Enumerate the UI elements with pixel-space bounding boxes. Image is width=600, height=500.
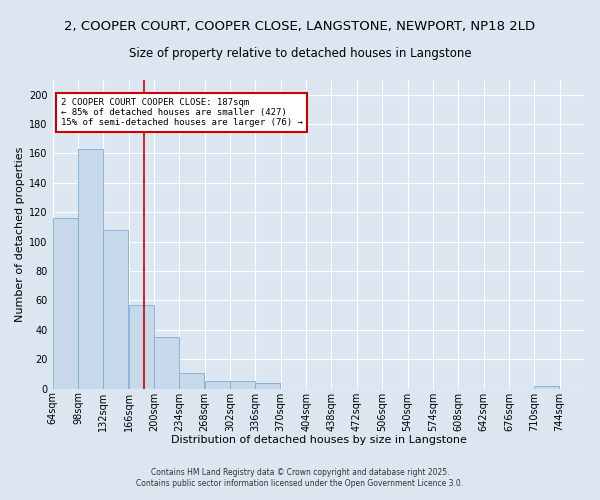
Text: Contains HM Land Registry data © Crown copyright and database right 2025.
Contai: Contains HM Land Registry data © Crown c…	[136, 468, 464, 487]
Bar	[53, 218, 77, 388]
Bar	[205, 382, 230, 388]
Bar	[128, 305, 154, 388]
Text: 2, COOPER COURT, COOPER CLOSE, LANGSTONE, NEWPORT, NP18 2LD: 2, COOPER COURT, COOPER CLOSE, LANGSTONE…	[64, 20, 536, 33]
Y-axis label: Number of detached properties: Number of detached properties	[15, 146, 25, 322]
Bar	[230, 382, 255, 388]
X-axis label: Distribution of detached houses by size in Langstone: Distribution of detached houses by size …	[171, 435, 467, 445]
Bar	[78, 149, 103, 388]
Bar	[534, 386, 559, 388]
Bar	[256, 383, 280, 388]
Text: Size of property relative to detached houses in Langstone: Size of property relative to detached ho…	[128, 48, 472, 60]
Bar	[154, 337, 179, 388]
Bar	[103, 230, 128, 388]
Bar	[179, 372, 205, 388]
Text: 2 COOPER COURT COOPER CLOSE: 187sqm
← 85% of detached houses are smaller (427)
1: 2 COOPER COURT COOPER CLOSE: 187sqm ← 85…	[61, 98, 302, 128]
